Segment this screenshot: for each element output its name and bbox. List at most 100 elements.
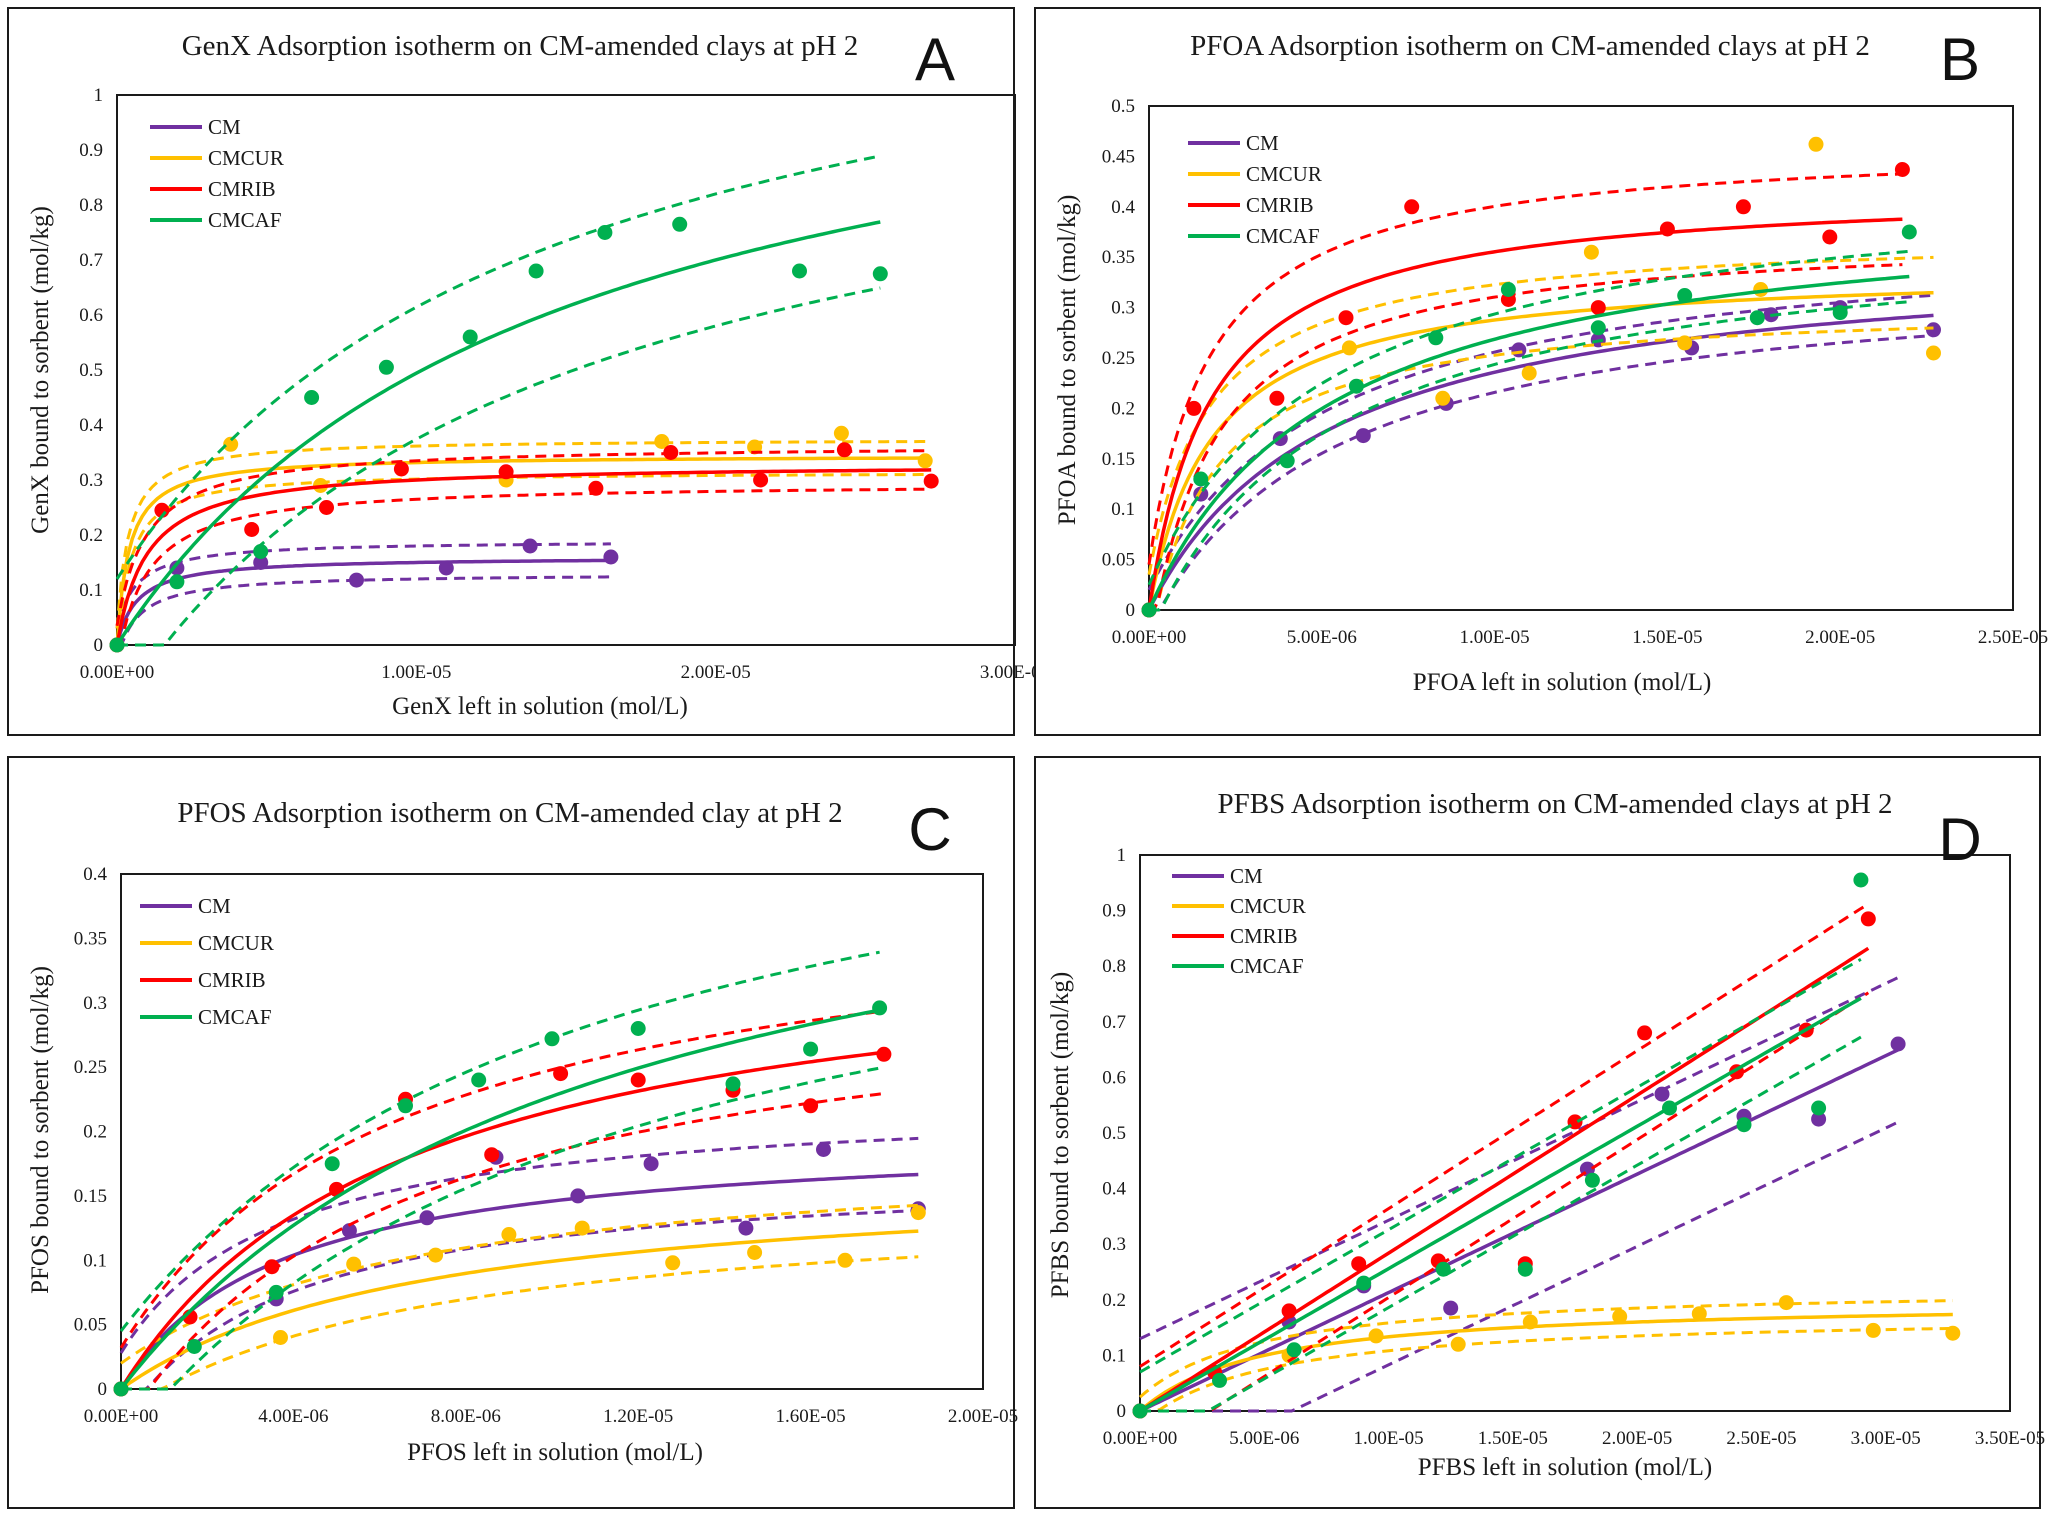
y-tick-label: 0.1 bbox=[83, 1250, 107, 1271]
data-point bbox=[553, 1066, 569, 1082]
y-tick-label: 0 bbox=[98, 1379, 108, 1400]
confidence-upper-cmcaf bbox=[1147, 249, 1910, 586]
confidence-lower-cm bbox=[1140, 1120, 1899, 1413]
fit-line-cmcur bbox=[1138, 1312, 1953, 1413]
data-point bbox=[462, 329, 478, 345]
data-point bbox=[1926, 345, 1941, 361]
data-point bbox=[1832, 305, 1848, 321]
data-point bbox=[1659, 221, 1675, 237]
x-tick-label: 1.00E-05 bbox=[1353, 1428, 1423, 1449]
confidence-lower-cmrib bbox=[121, 1092, 885, 1391]
data-point bbox=[498, 464, 514, 480]
data-point bbox=[341, 1223, 357, 1239]
data-point bbox=[1584, 1172, 1600, 1188]
x-tick-label: 2.50E-05 bbox=[1978, 627, 2048, 648]
data-point bbox=[1811, 1100, 1827, 1116]
legend-label-cmcur: CMCUR bbox=[1246, 162, 1322, 186]
y-tick-label: 0.25 bbox=[1102, 348, 1135, 369]
y-tick-label: 0.9 bbox=[79, 140, 103, 161]
panel-frame bbox=[1034, 7, 2041, 736]
data-point bbox=[1945, 1325, 1961, 1341]
data-point bbox=[1736, 1117, 1752, 1133]
y-tick-label: 0.8 bbox=[79, 195, 103, 216]
x-axis-label: PFOS left in solution (mol/L) bbox=[407, 1439, 703, 1466]
data-point bbox=[319, 500, 334, 515]
y-tick-label: 0.4 bbox=[1111, 197, 1135, 218]
y-tick-label: 0.6 bbox=[79, 305, 103, 326]
data-point bbox=[378, 359, 394, 375]
y-tick-label: 0.3 bbox=[83, 993, 107, 1014]
series-cmcur bbox=[113, 1203, 926, 1397]
data-point bbox=[917, 453, 933, 469]
fit-line-cmcaf bbox=[1147, 274, 1910, 611]
data-point bbox=[1808, 136, 1824, 152]
y-tick-label: 0.05 bbox=[1102, 550, 1135, 571]
x-tick-label: 1.20E-05 bbox=[603, 1406, 673, 1427]
confidence-upper-cm bbox=[1139, 976, 1899, 1341]
data-point bbox=[630, 1072, 646, 1088]
data-point bbox=[1654, 1086, 1670, 1102]
data-point bbox=[1749, 310, 1765, 326]
series-cm bbox=[1132, 976, 1906, 1419]
data-point bbox=[109, 637, 125, 653]
y-tick-label: 0.35 bbox=[74, 928, 107, 949]
panel-c: PFOS Adsorption isotherm on CM-amended c… bbox=[7, 756, 1018, 1509]
data-point bbox=[833, 425, 849, 441]
y-axis-label: PFOS bound to sorbent (mol/kg) bbox=[27, 966, 54, 1294]
fit-line-cm bbox=[1139, 1048, 1899, 1413]
fit-line-cmrib bbox=[119, 1050, 885, 1390]
confidence-lower-cmrib bbox=[1140, 991, 1870, 1413]
y-tick-label: 0.5 bbox=[79, 360, 103, 381]
y-tick-label: 0.6 bbox=[1102, 1067, 1126, 1088]
panel-frame bbox=[7, 7, 1015, 736]
panel-b: PFOA Adsorption isotherm on CM-amended c… bbox=[1034, 7, 2048, 736]
series-cmcaf bbox=[1141, 224, 1917, 618]
data-point bbox=[665, 1255, 681, 1271]
data-point bbox=[428, 1247, 444, 1263]
legend: CM CMCUR CMRIB CMCAF bbox=[1188, 131, 1322, 248]
y-tick-label: 0.3 bbox=[79, 470, 103, 491]
panel-d: PFBS Adsorption isotherm on CM-amended c… bbox=[1034, 756, 2045, 1509]
data-point bbox=[574, 1220, 590, 1236]
data-point bbox=[1853, 872, 1869, 888]
x-tick-label: 1.00E-05 bbox=[381, 662, 451, 683]
confidence-upper-cmcaf bbox=[119, 950, 880, 1333]
legend-label-cmcur: CMCUR bbox=[208, 146, 284, 170]
data-point bbox=[1662, 1100, 1677, 1116]
data-point bbox=[837, 1252, 853, 1268]
confidence-upper-cmcaf bbox=[1139, 958, 1862, 1374]
y-tick-label: 0.15 bbox=[74, 1186, 107, 1207]
plot-area bbox=[116, 94, 1016, 646]
data-point bbox=[1348, 378, 1364, 394]
data-point bbox=[1212, 1372, 1227, 1388]
data-point bbox=[419, 1210, 435, 1226]
data-point bbox=[654, 434, 670, 449]
legend-label-cmrib: CMRIB bbox=[208, 177, 276, 201]
x-tick-label: 0.00E+00 bbox=[1103, 1428, 1178, 1449]
data-point bbox=[1860, 911, 1876, 927]
data-point bbox=[1865, 1322, 1881, 1338]
panel-label: B bbox=[1940, 26, 1980, 93]
data-point bbox=[1404, 199, 1420, 215]
data-point bbox=[393, 461, 409, 477]
legend-label-cmcaf: CMCAF bbox=[208, 208, 282, 232]
y-tick-label: 0.9 bbox=[1102, 901, 1126, 922]
y-tick-label: 0.7 bbox=[1102, 1012, 1126, 1033]
y-tick-label: 1 bbox=[1117, 845, 1127, 866]
fit-line-cm bbox=[119, 1172, 919, 1390]
x-axis-label: PFBS left in solution (mol/L) bbox=[1418, 1454, 1712, 1481]
y-tick-label: 1 bbox=[94, 85, 104, 106]
panel-label: C bbox=[908, 796, 951, 863]
confidence-upper-cmrib bbox=[119, 1009, 885, 1349]
x-tick-label: 2.00E-05 bbox=[948, 1406, 1018, 1427]
data-point bbox=[1637, 1025, 1653, 1041]
legend-label-cm: CM bbox=[1246, 131, 1279, 155]
confidence-upper-cmcaf bbox=[115, 154, 881, 580]
data-point bbox=[1691, 1306, 1707, 1322]
data-point bbox=[672, 216, 688, 232]
confidence-lower-cmrib bbox=[115, 487, 932, 646]
y-tick-label: 0.45 bbox=[1102, 146, 1135, 167]
x-tick-label: 2.00E-05 bbox=[681, 662, 751, 683]
y-tick-label: 0.2 bbox=[79, 525, 103, 546]
